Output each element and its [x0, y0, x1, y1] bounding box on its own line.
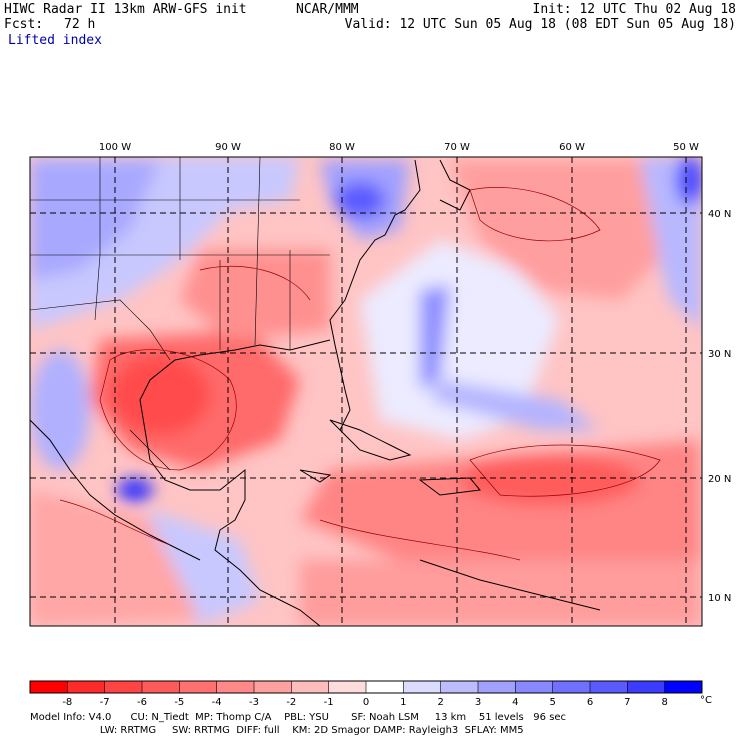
org-label: NCAR/MMM	[296, 2, 359, 17]
colorbar-tick-label: -3	[249, 697, 259, 708]
colorbar: -8 -7 -6 -5 -4 -3 -2 -1 0 1 2 3 4 5 6 7 8	[29, 680, 703, 708]
colorbar-tick-label: 8	[661, 697, 667, 708]
model-title: HIWC Radar II 13km ARW-GFS init	[4, 2, 247, 17]
colorbar-swatch	[142, 681, 180, 693]
init-time: Init: 12 UTC Thu 02 Aug 18	[532, 2, 737, 17]
contours	[59, 187, 661, 561]
model-info-line2: LW: RRTMG SW: RRTMG DIFF: full KM: 2D Sm…	[30, 725, 524, 736]
colorbar-tick-label: 5	[549, 697, 555, 708]
colorbar-tick-label: 7	[624, 697, 630, 708]
colorbar-swatch	[30, 681, 68, 693]
lat-label-10n: 10 N	[708, 593, 731, 604]
colorbar-swatch	[366, 681, 404, 693]
colorbar-swatch	[590, 681, 628, 693]
colorbar-tick-label: 3	[475, 697, 481, 708]
lat-label-30n: 30 N	[708, 349, 731, 360]
borders	[30, 157, 330, 471]
lat-label-40n: 40 N	[708, 209, 731, 220]
colorbar-tick-label: -6	[137, 697, 147, 708]
colorbar-swatch	[179, 681, 218, 693]
colorbar-swatch	[627, 681, 666, 693]
colorbar-tick-label: 6	[587, 697, 593, 708]
colorbar-tick-label: -2	[286, 697, 296, 708]
colorbar-unit: °C	[700, 695, 712, 706]
colorbar-tick-label: 0	[363, 697, 369, 708]
lon-label-60w: 60 W	[559, 142, 585, 153]
model-info-line1: Model Info: V4.0 CU: N_Tiedt MP: Thomp C…	[30, 712, 567, 723]
colorbar-swatch	[664, 681, 703, 693]
valid-time: Valid: 12 UTC Sun 05 Aug 18 (08 EDT Sun …	[344, 17, 736, 32]
colorbar-swatch	[515, 681, 554, 693]
colorbar-swatch	[552, 681, 591, 693]
map-frame	[29, 156, 703, 627]
colorbar-tick-label: 4	[512, 697, 518, 708]
lifted-index-field	[30, 157, 702, 626]
coastlines	[30, 159, 601, 626]
colorbar-tick-label: 2	[437, 697, 443, 708]
lon-label-80w: 80 W	[329, 142, 355, 153]
graticule	[30, 157, 702, 626]
colorbar-tick-label: -8	[62, 697, 72, 708]
colorbar-swatch	[478, 681, 516, 693]
colorbar-swatch	[67, 681, 106, 693]
colorbar-swatch	[291, 681, 330, 693]
lon-label-100w: 100 W	[99, 142, 131, 153]
colorbar-swatch	[403, 681, 442, 693]
colorbar-swatch	[216, 681, 255, 693]
colorbar-tick-label: -4	[212, 697, 222, 708]
colorbar-tick-label: -1	[324, 697, 334, 708]
fcst-label: Fcst:	[4, 17, 44, 32]
lon-label-70w: 70 W	[444, 142, 470, 153]
colorbar-swatch	[328, 681, 367, 693]
lon-label-50w: 50 W	[673, 142, 699, 153]
field-name: Lifted index	[8, 33, 102, 48]
lat-label-20n: 20 N	[708, 474, 731, 485]
fcst-value: 72 h	[64, 17, 96, 32]
colorbar-tick-label: -5	[174, 697, 184, 708]
colorbar-tick-label: 1	[400, 697, 406, 708]
colorbar-swatch	[254, 681, 292, 693]
colorbar-tick-label: -7	[100, 697, 110, 708]
lon-label-90w: 90 W	[215, 142, 241, 153]
colorbar-swatch	[104, 681, 143, 693]
colorbar-swatch	[440, 681, 479, 693]
